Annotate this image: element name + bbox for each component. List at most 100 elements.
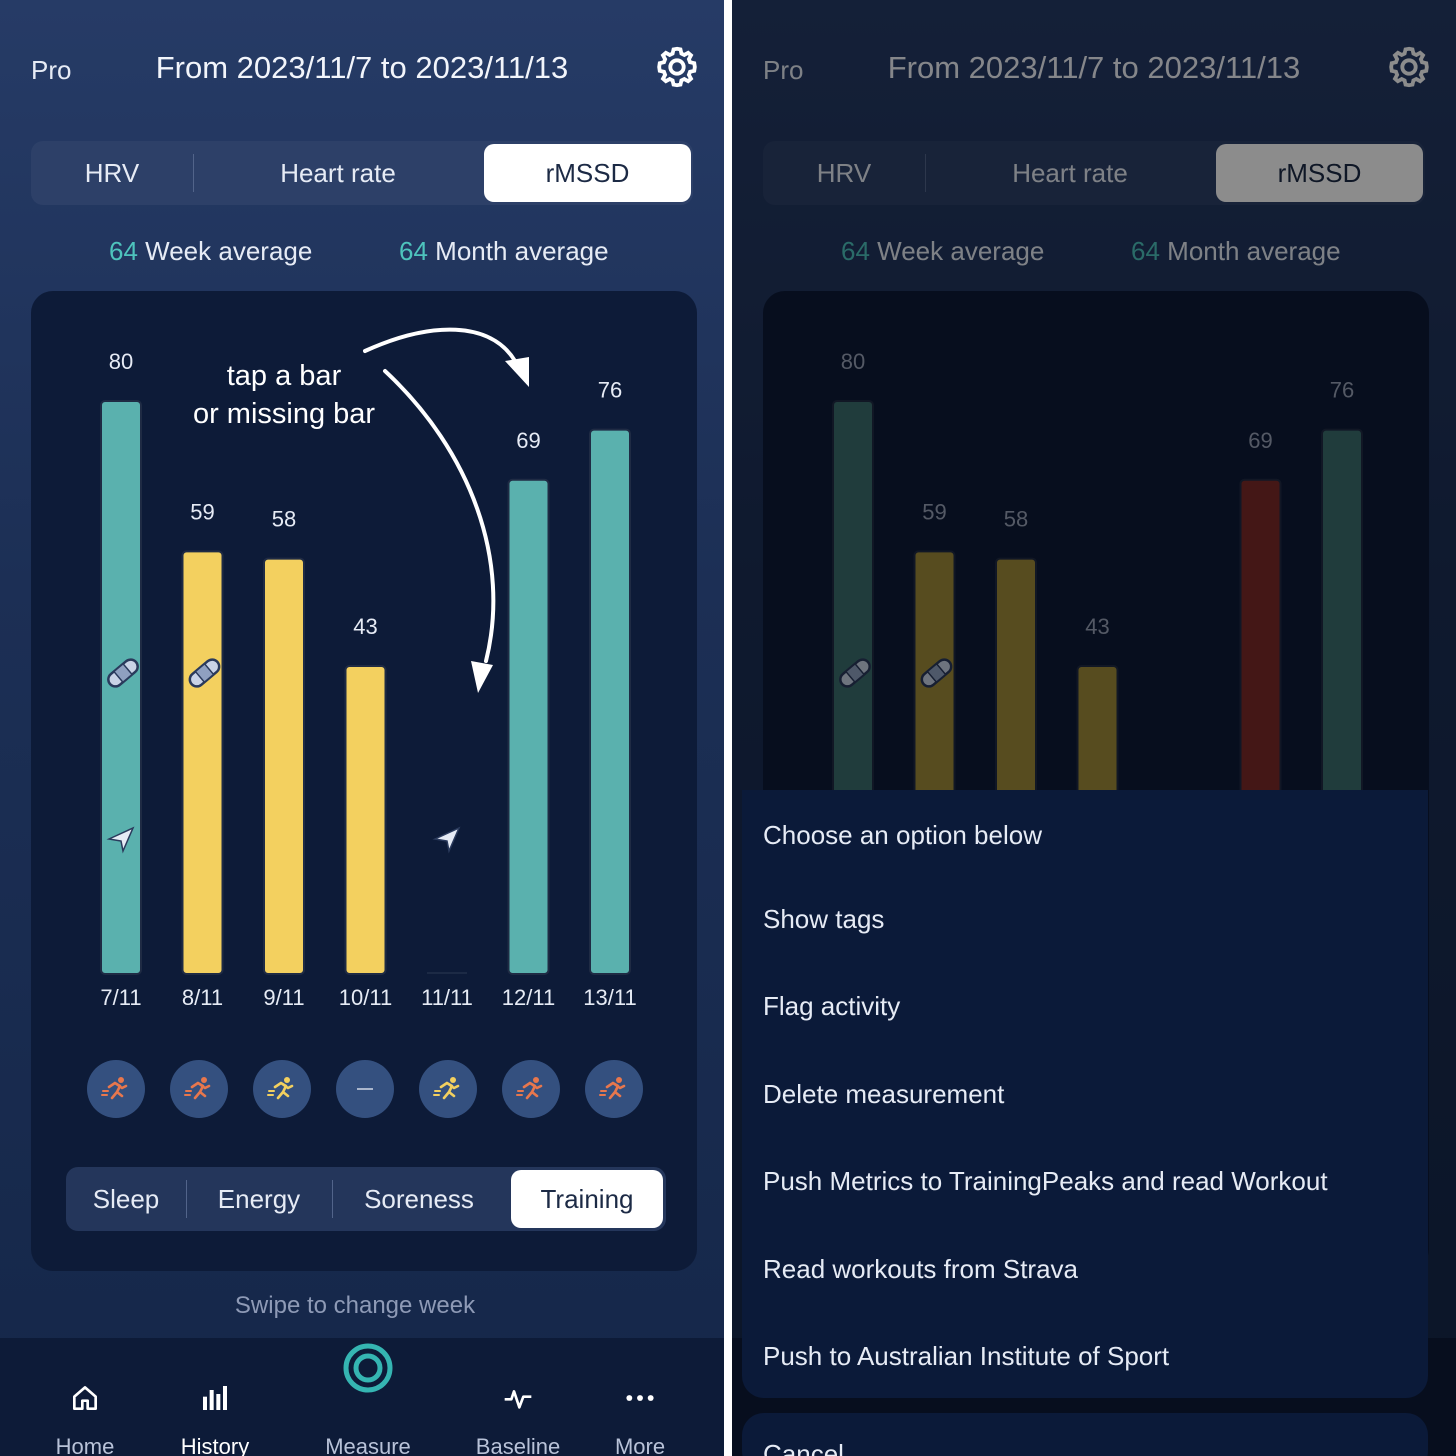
x-tick-label: 12/11 [502, 985, 555, 1010]
x-tick-label: 11/11 [421, 985, 473, 1010]
option-show-tags[interactable]: Show tags [763, 904, 885, 934]
training-button[interactable] [170, 1060, 228, 1118]
option-flag-activity[interactable]: Flag activity [763, 991, 901, 1021]
chart-bar[interactable] [263, 557, 305, 975]
option-delete-measurement[interactable]: Delete measurement [763, 1079, 1005, 1109]
header: Pro From 2023/11/7 to 2023/11/13 [732, 40, 1456, 100]
tab-heart-rate[interactable]: Heart rate [1012, 158, 1128, 188]
runner-icon [516, 1077, 543, 1100]
runner-icon [267, 1077, 294, 1100]
tab-energy[interactable]: Energy [217, 1184, 301, 1214]
training-button[interactable] [253, 1060, 311, 1118]
chart-bar[interactable] [507, 478, 550, 975]
tab-sleep[interactable]: Sleep [92, 1184, 160, 1214]
bar-value-label: 59 [190, 499, 214, 524]
nav-more[interactable]: More [580, 1338, 700, 1456]
bar-value-label: 69 [516, 428, 540, 453]
tab-soreness[interactable]: Soreness [364, 1184, 474, 1214]
right-screen: Pro From 2023/11/7 to 2023/11/13 HRV Hea… [732, 0, 1456, 1456]
bar-value-label: 58 [1004, 507, 1028, 532]
bar-value-label: 43 [1085, 614, 1109, 639]
training-icons-row [0, 1060, 724, 1120]
bandage-icon [920, 658, 953, 688]
plane-icon [432, 826, 461, 854]
x-tick-label: 8/11 [182, 985, 223, 1010]
bandage-icon [107, 658, 139, 688]
annotation-arrows [363, 327, 517, 663]
date-range-title: From 2023/11/7 to 2023/11/13 [155, 50, 569, 85]
bar-value-label: 80 [109, 349, 133, 374]
chart-bar[interactable] [181, 550, 224, 975]
nav-history[interactable]: History [155, 1338, 275, 1456]
gear-icon[interactable] [1386, 44, 1432, 90]
tab-heart-rate[interactable]: Heart rate [280, 158, 396, 188]
more-icon [626, 1395, 654, 1401]
bar-value-label: 43 [353, 614, 377, 639]
nav-home[interactable]: Home [25, 1338, 145, 1456]
annotation-line2: or missing bar [193, 398, 375, 430]
bandage-icon [188, 658, 221, 688]
bandage-icon [839, 658, 871, 688]
tab-rmssd[interactable]: rMSSD [1277, 158, 1362, 188]
selected-highlight [484, 144, 691, 202]
runner-icon [184, 1077, 211, 1100]
dash-icon [357, 1088, 373, 1090]
nav-measure[interactable]: Measure [308, 1338, 428, 1456]
cancel-button[interactable]: Cancel [742, 1413, 1428, 1456]
baseline-icon [504, 1390, 532, 1409]
chart-bar[interactable] [344, 665, 387, 975]
x-tick-label: 9/11 [263, 985, 304, 1010]
chart-bar[interactable] [100, 400, 142, 975]
bar-value-label: 76 [598, 378, 622, 403]
gear-icon[interactable] [654, 44, 700, 90]
plane-icon [106, 826, 135, 854]
x-tick-label: 13/11 [583, 985, 636, 1010]
chart-bar[interactable] [589, 428, 631, 975]
swipe-hint: Swipe to change week [234, 1292, 476, 1319]
runner-icon [599, 1077, 626, 1100]
selected-highlight [511, 1170, 663, 1228]
metric-segmented-control: HRV Heart rate rMSSD [31, 141, 693, 205]
training-button[interactable] [502, 1060, 560, 1118]
training-button[interactable] [585, 1060, 643, 1118]
header: Pro From 2023/11/7 to 2023/11/13 [0, 40, 724, 100]
option-push-ais[interactable]: Push to Australian Institute of Sport [763, 1341, 1170, 1371]
tab-rmssd[interactable]: rMSSD [545, 158, 630, 188]
option-read-strava[interactable]: Read workouts from Strava [763, 1254, 1079, 1284]
date-range-title: From 2023/11/7 to 2023/11/13 [887, 50, 1301, 85]
bottom-nav: Home History Measure Baseline More [0, 1338, 724, 1456]
annotation-line1: tap a bar [227, 360, 342, 392]
tab-hrv[interactable]: HRV [816, 158, 872, 188]
bar-chart: tap a bar or missing bar 80 7/11 59 8/11 58 9… [100, 327, 637, 1010]
home-icon [73, 1386, 97, 1410]
pro-label[interactable]: Pro [763, 55, 804, 85]
tab-hrv[interactable]: HRV [84, 158, 140, 188]
runner-icon [101, 1077, 128, 1100]
bar-value-label: 58 [272, 507, 296, 532]
bar-value-label: 69 [1248, 428, 1272, 453]
option-push-trainingpeaks[interactable]: Push Metrics to TrainingPeaks and read W… [763, 1166, 1328, 1196]
left-screen: Pro From 2023/11/7 to 2023/11/13 HRV Hea… [0, 0, 724, 1456]
week-average: 64 Week average [841, 236, 1045, 266]
tab-training[interactable]: Training [540, 1184, 634, 1214]
pro-label[interactable]: Pro [31, 55, 72, 85]
month-average: 64 Month average [399, 236, 609, 266]
tags-segmented-control: Sleep Energy Soreness Training [66, 1167, 666, 1231]
runner-icon [433, 1077, 460, 1100]
training-button[interactable] [87, 1060, 145, 1118]
metric-segmented-control: HRV Heart rate rMSSD [763, 141, 1425, 205]
action-sheet: Choose an option below Show tags Flag ac… [742, 790, 1428, 1398]
nav-baseline[interactable]: Baseline [458, 1338, 578, 1456]
training-button[interactable] [419, 1060, 477, 1118]
bar-value-label: 80 [841, 349, 865, 374]
no-training-button[interactable] [336, 1060, 394, 1118]
bar-value-label: 76 [1330, 378, 1354, 403]
history-icon [203, 1386, 227, 1410]
missing-bar[interactable] [427, 972, 467, 974]
x-tick-label: 10/11 [339, 985, 392, 1010]
month-average: 64 Month average [1131, 236, 1341, 266]
week-average: 64 Week average [109, 236, 313, 266]
x-tick-label: 7/11 [100, 985, 141, 1010]
chart-card: tap a bar or missing bar 80 7/11 59 8/11 58 9… [31, 291, 697, 1271]
sheet-title: Choose an option below [763, 820, 1042, 850]
